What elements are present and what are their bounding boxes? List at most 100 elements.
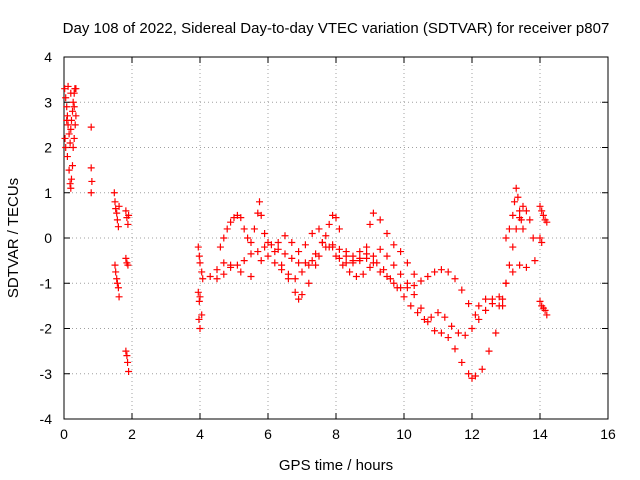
data-point bbox=[451, 345, 459, 353]
data-series-1 bbox=[194, 184, 551, 382]
data-point bbox=[244, 234, 252, 242]
x-tick-labels: 0 2 4 6 8 10 12 14 16 bbox=[60, 426, 616, 442]
y-tick-label: 4 bbox=[44, 49, 52, 65]
data-point bbox=[305, 279, 313, 287]
data-point bbox=[271, 259, 279, 267]
data-point bbox=[431, 327, 439, 335]
data-point bbox=[509, 243, 517, 251]
data-point bbox=[451, 275, 459, 283]
data-point bbox=[72, 85, 80, 93]
data-point bbox=[369, 209, 377, 217]
data-point bbox=[390, 241, 398, 249]
data-point bbox=[332, 214, 340, 222]
data-point bbox=[522, 263, 530, 271]
data-point bbox=[363, 243, 371, 251]
data-point bbox=[223, 225, 231, 233]
data-point bbox=[414, 309, 422, 317]
data-point bbox=[70, 103, 78, 111]
data-point bbox=[536, 234, 544, 242]
data-point bbox=[111, 198, 119, 206]
data-point bbox=[543, 218, 551, 226]
data-point bbox=[458, 286, 466, 294]
data-point bbox=[352, 272, 360, 280]
x-tick-label: 4 bbox=[196, 426, 204, 442]
data-point bbox=[390, 261, 398, 269]
data-point bbox=[519, 225, 527, 233]
data-point bbox=[87, 189, 95, 197]
data-point bbox=[400, 293, 408, 301]
y-tick-label: -2 bbox=[40, 321, 53, 337]
data-point bbox=[366, 220, 374, 228]
data-point bbox=[393, 284, 401, 292]
data-point bbox=[213, 266, 221, 274]
data-point bbox=[257, 211, 265, 219]
data-point bbox=[454, 329, 462, 337]
data-point bbox=[465, 370, 473, 378]
data-point bbox=[62, 144, 70, 151]
data-point bbox=[61, 134, 69, 142]
x-tick-label: 16 bbox=[600, 426, 616, 442]
data-point bbox=[122, 254, 130, 262]
data-point bbox=[363, 254, 371, 262]
data-point bbox=[87, 164, 95, 172]
data-point bbox=[63, 112, 71, 120]
data-point bbox=[281, 250, 289, 258]
data-point bbox=[386, 275, 394, 283]
data-point bbox=[194, 288, 202, 296]
data-point bbox=[295, 248, 303, 256]
y-tick-label: 2 bbox=[44, 140, 52, 156]
data-point bbox=[62, 94, 70, 102]
data-point bbox=[124, 220, 132, 228]
data-point bbox=[66, 180, 74, 188]
data-point bbox=[444, 334, 452, 342]
data-point bbox=[291, 288, 299, 296]
data-point bbox=[517, 216, 525, 224]
data-point bbox=[71, 121, 79, 129]
data-point bbox=[67, 89, 75, 97]
data-point bbox=[198, 311, 206, 319]
data-point bbox=[359, 270, 367, 278]
data-point bbox=[114, 223, 122, 231]
data-point bbox=[329, 243, 337, 251]
data-point bbox=[264, 252, 272, 260]
data-point bbox=[471, 311, 479, 319]
data-point bbox=[65, 166, 73, 174]
data-point bbox=[312, 250, 320, 258]
data-point bbox=[88, 177, 96, 185]
data-point bbox=[407, 302, 415, 310]
data-point bbox=[488, 300, 496, 308]
data-point bbox=[69, 107, 76, 115]
data-point bbox=[509, 268, 517, 276]
data-point bbox=[115, 293, 123, 301]
data-point bbox=[237, 214, 245, 222]
data-point bbox=[444, 268, 452, 276]
x-axis-label: GPS time / hours bbox=[279, 457, 393, 474]
data-point bbox=[271, 248, 279, 256]
data-point bbox=[247, 272, 255, 280]
data-point bbox=[417, 277, 425, 285]
data-point bbox=[448, 322, 456, 330]
data-point bbox=[233, 261, 241, 269]
data-point bbox=[342, 259, 350, 267]
data-point bbox=[471, 372, 479, 380]
data-point bbox=[69, 98, 77, 106]
data-point bbox=[349, 259, 357, 267]
data-point bbox=[69, 162, 76, 170]
x-tick-label: 0 bbox=[60, 426, 68, 442]
data-point bbox=[110, 189, 118, 197]
data-point bbox=[478, 365, 486, 373]
data-point bbox=[69, 144, 77, 151]
data-point bbox=[308, 229, 316, 237]
x-tick-label: 12 bbox=[464, 426, 480, 442]
y-tick-labels: -4 -3 -2 -1 0 1 2 3 4 bbox=[40, 49, 53, 427]
data-point bbox=[380, 266, 388, 274]
data-point bbox=[383, 229, 391, 237]
data-point bbox=[538, 207, 546, 215]
data-point bbox=[465, 300, 473, 308]
data-point bbox=[475, 315, 483, 323]
data-point bbox=[284, 270, 292, 278]
data-point bbox=[301, 241, 309, 249]
data-point bbox=[196, 293, 204, 301]
x-tick-label: 6 bbox=[264, 426, 272, 442]
